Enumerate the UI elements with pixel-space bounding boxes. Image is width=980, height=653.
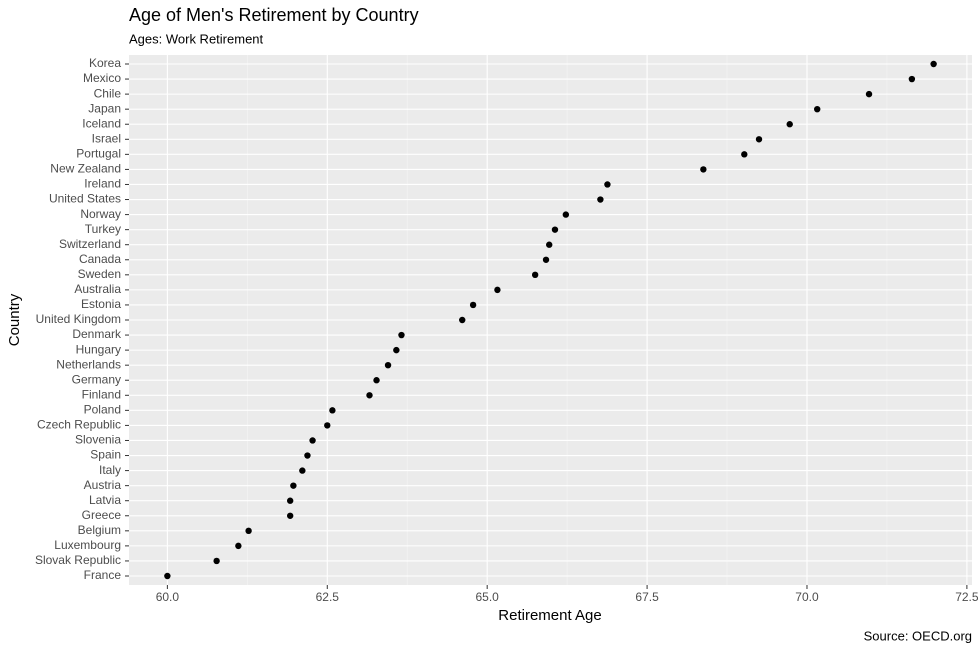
dot [786, 121, 793, 128]
y-tick-label: New Zealand [50, 162, 121, 176]
dot [213, 557, 220, 565]
dot [469, 301, 477, 309]
dot [299, 467, 306, 474]
x-tick-label: 62.5 [316, 590, 340, 604]
y-tick-label: Ireland [84, 177, 121, 191]
y-tick-label: United Kingdom [36, 312, 121, 326]
dot [908, 75, 916, 83]
y-tick-label: Poland [84, 403, 121, 417]
y-tick-label: Greece [82, 508, 122, 522]
dot [604, 181, 611, 188]
x-tick-label: 70.0 [795, 590, 819, 604]
dot [393, 346, 400, 354]
dot [531, 271, 539, 279]
y-tick-label: Japan [88, 101, 121, 115]
dot [329, 407, 336, 414]
x-axis-title: Retirement Age [498, 607, 601, 624]
y-tick-label: Turkey [85, 222, 121, 236]
y-tick-label: Korea [89, 56, 121, 70]
y-tick-label: Estonia [81, 297, 121, 311]
y-tick-label: Latvia [89, 493, 121, 507]
x-tick-label: 67.5 [635, 590, 659, 604]
y-tick-label: Norway [80, 207, 121, 221]
dot [290, 482, 297, 489]
y-tick-label: Belgium [78, 523, 121, 537]
y-tick-label: Slovenia [75, 433, 121, 447]
y-tick-label: Netherlands [56, 357, 121, 371]
y-tick-label: Slovak Republic [35, 553, 121, 567]
dot [542, 256, 550, 263]
y-tick-label: Iceland [82, 116, 121, 130]
y-axis-title: Country [6, 293, 23, 346]
dot [309, 437, 316, 444]
y-tick-label: Italy [99, 463, 121, 477]
dot [597, 196, 604, 203]
x-tick-label: 60.0 [156, 590, 180, 604]
dot [366, 392, 373, 399]
dot [459, 316, 466, 324]
dot [164, 572, 171, 580]
x-tick-label: 72.5 [955, 590, 979, 604]
y-tick-label: Sweden [78, 267, 121, 281]
dot [373, 377, 380, 384]
dot [546, 241, 553, 248]
y-tick-label: Czech Republic [37, 418, 121, 432]
dot [930, 60, 937, 68]
y-tick-label: Switzerland [59, 237, 121, 251]
dot [551, 226, 559, 233]
y-tick-label: Israel [92, 131, 121, 145]
y-tick-label: Luxembourg [54, 538, 121, 552]
y-tick-label: Mexico [83, 71, 121, 85]
y-tick-label: Australia [74, 282, 121, 296]
y-tick-label: United States [49, 192, 121, 206]
y-tick-label: Canada [79, 252, 121, 266]
dot [865, 90, 873, 98]
y-tick-label: Portugal [76, 147, 121, 161]
y-tick-label: France [84, 568, 122, 582]
dot [286, 497, 294, 504]
dot [562, 211, 570, 218]
dot [741, 151, 748, 158]
y-tick-label: Denmark [72, 327, 122, 341]
y-tick-label: Austria [84, 478, 122, 492]
caption: Source: OECD.org [864, 628, 972, 643]
dot [235, 542, 242, 550]
dot [700, 166, 707, 173]
y-tick-label: Chile [94, 86, 122, 100]
y-tick-label: Spain [90, 448, 121, 462]
dot [384, 361, 392, 369]
chart-title: Age of Men's Retirement by Country [129, 5, 419, 25]
dot [494, 286, 501, 294]
y-tick-label: Germany [72, 372, 121, 386]
dot [304, 452, 311, 459]
chart-subtitle: Ages: Work Retirement [129, 31, 264, 46]
dot [755, 136, 763, 143]
dot [286, 512, 294, 519]
x-tick-label: 65.0 [475, 590, 499, 604]
dot [814, 105, 821, 113]
y-tick-label: Finland [82, 387, 121, 401]
y-tick-label: Hungary [76, 342, 121, 356]
dot [324, 422, 331, 429]
dot [398, 331, 405, 339]
dot [245, 527, 252, 535]
